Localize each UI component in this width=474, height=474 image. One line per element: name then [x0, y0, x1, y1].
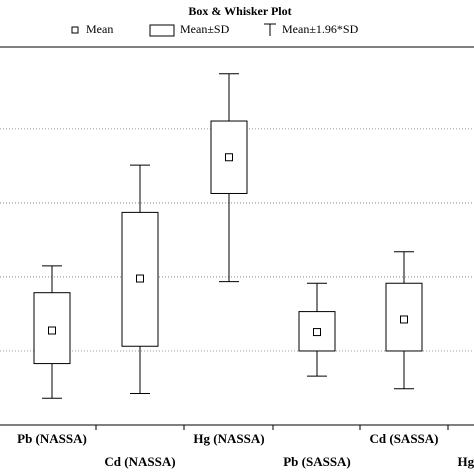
- plot-frame: [0, 46, 474, 426]
- category-label: Pb (SASSA): [283, 454, 351, 469]
- box-cd-sassa: [385, 251, 423, 390]
- mean-marker: [400, 315, 408, 324]
- category-label: Hg (SASSA): [458, 454, 474, 469]
- legend-box-marker: [149, 24, 175, 37]
- category-label: Cd (SASSA): [370, 431, 439, 446]
- legend-label: Mean: [86, 22, 113, 36]
- category-label: Cd (NASSA): [104, 454, 175, 469]
- category-label: Pb (NASSA): [17, 431, 87, 446]
- box-pb-nassa: [33, 265, 71, 399]
- mean-marker: [225, 153, 233, 162]
- category-label: Hg (NASSA): [193, 431, 264, 446]
- chart-title: Box & Whisker Plot: [188, 4, 291, 18]
- box-pb-sassa: [298, 282, 336, 377]
- legend-label: Mean±1.96*SD: [282, 22, 359, 36]
- mean-marker: [313, 328, 321, 337]
- box-marks: [33, 73, 423, 399]
- mean-marker: [136, 274, 144, 283]
- box-hg-nassa: [210, 73, 248, 283]
- box-cd-nassa: [121, 164, 159, 394]
- mean-marker: [48, 326, 56, 335]
- legend: Mean Mean±SD Mean±1.96*SD: [71, 22, 359, 37]
- legend-label: Mean±SD: [180, 22, 230, 36]
- category-labels: Pb (NASSA) Cd (NASSA) Hg (NASSA) Pb (SASSA)…: [17, 431, 474, 469]
- legend-whisker-marker: [264, 23, 276, 36]
- x-ticks: [95, 425, 449, 430]
- legend-mean-marker: [71, 26, 79, 34]
